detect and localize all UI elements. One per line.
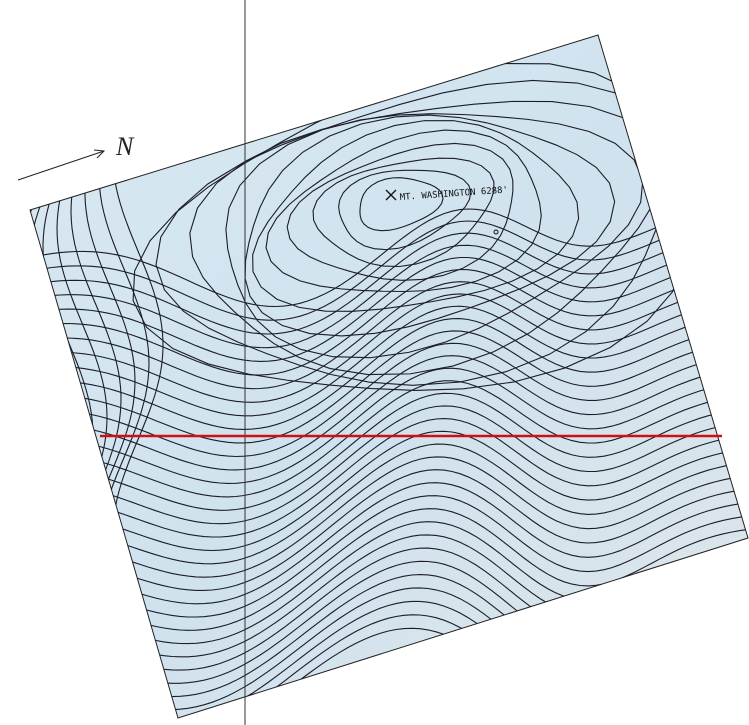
page: N MT. WASHINGTON 6288' (() => { const da… (0, 0, 749, 725)
topo-map: N MT. WASHINGTON 6288' (0, 0, 749, 725)
arrow-shaft (18, 151, 104, 180)
map-sheet (30, 35, 748, 718)
north-arrow: N (18, 132, 135, 180)
north-label: N (115, 132, 135, 161)
